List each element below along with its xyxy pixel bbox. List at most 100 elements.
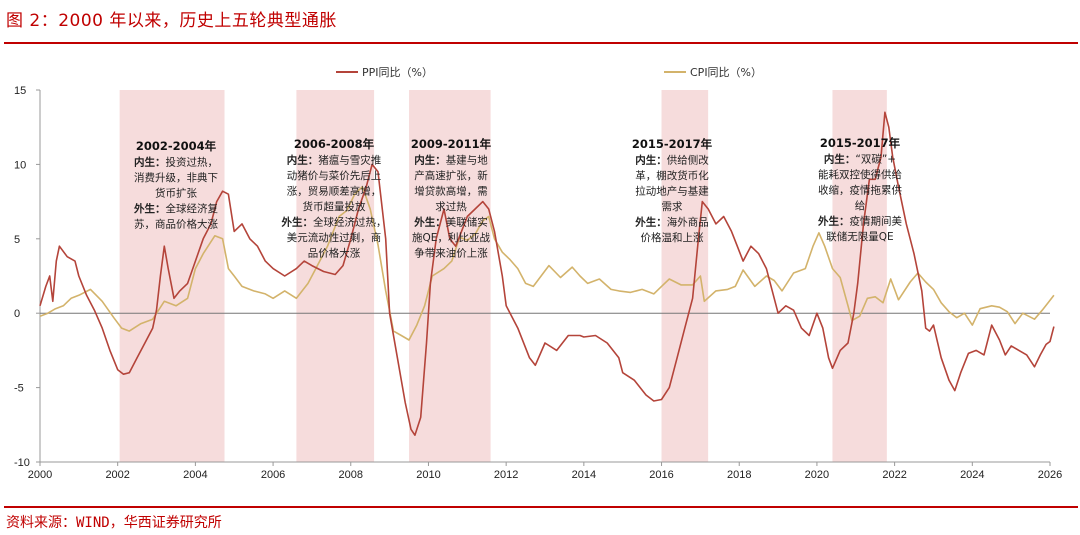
- legend-cpi-label: CPI同比（%）: [690, 66, 762, 79]
- annotation-5-line: 给: [855, 199, 866, 212]
- source-note: 资料来源：WIND，华西证券研究所: [6, 515, 222, 531]
- annotation-text: 革，棚改货币化: [635, 169, 709, 182]
- annotation-3-line: 产高速扩张，新: [414, 169, 488, 182]
- annotation-text: 品价格大涨: [308, 247, 361, 260]
- annotation-text: 猪瘟与雪灾推: [318, 154, 381, 167]
- annotation-label: 内生：: [287, 154, 319, 167]
- y-tick-label: 0: [14, 308, 20, 320]
- annotation-label: 外生：: [634, 216, 667, 229]
- annotation-text: 基建与地: [446, 154, 488, 167]
- annotations: 2002-2004年内生：投资过热，消费升级，非典下货币扩张外生：全球经济复苏，…: [133, 136, 902, 260]
- annotation-text: 给: [855, 199, 866, 212]
- annotation-3-line: 增贷款高增，需: [414, 185, 488, 198]
- annotation-label: 外生：: [413, 216, 446, 229]
- x-tick-label: 2014: [572, 469, 596, 481]
- annotation-text: 价格温和上涨: [641, 231, 704, 244]
- ppi-series-line: [39, 111, 1055, 436]
- annotation-text: 拉动地产与基建: [635, 185, 709, 198]
- annotation-text: 美元流动性过剩，商: [287, 231, 382, 244]
- y-tick-label: 15: [14, 85, 26, 97]
- source-divider: [4, 506, 1078, 508]
- annotation-5-line: 内生：“双碳”+: [824, 153, 896, 166]
- annotation-label: 内生：: [635, 154, 667, 167]
- annotation-text: 需求: [662, 201, 683, 213]
- figure-title: 图 2：2000 年以来，历史上五轮典型通胀: [6, 11, 337, 31]
- annotation-2-line: 品价格大涨: [308, 247, 361, 260]
- annotation-text: 能耗双控使得供给: [818, 168, 902, 181]
- annotation-2-line: 内生：猪瘟与雪灾推: [287, 154, 382, 167]
- annotation-text: “双碳”+: [855, 153, 896, 166]
- annotation-4-line: 需求: [662, 201, 683, 213]
- x-tick-label: 2016: [649, 469, 673, 481]
- annotation-text: 涨，贸易顺差高增，: [287, 185, 382, 198]
- annotation-1-line: 内生：投资过热，: [134, 156, 218, 169]
- annotation-title-2: 2006-2008年: [294, 137, 375, 151]
- cpi-series-line: [39, 185, 1055, 341]
- annotation-3-line: 争带来油价上涨: [414, 247, 488, 260]
- annotation-label: 外生：: [133, 202, 166, 215]
- y-tick-label: 10: [14, 159, 26, 171]
- x-tick-label: 2004: [183, 469, 207, 481]
- shaded-period-1: [119, 90, 225, 462]
- x-tick-label: 2018: [727, 469, 751, 481]
- annotation-2-line: 动猪价与菜价先后上: [287, 170, 382, 182]
- shaded-period-2: [296, 90, 375, 462]
- annotation-3-line: 施QE，利比亚战: [412, 231, 490, 244]
- x-tick-label: 2008: [339, 469, 363, 481]
- annotation-2-line: 外生：全球经济过热，: [281, 216, 387, 229]
- annotation-1-line: 货币扩张: [155, 187, 197, 200]
- legend-ppi-label: PPI同比（%）: [362, 66, 433, 79]
- annotation-text: 美联储实: [446, 216, 488, 229]
- annotation-label: 外生：: [817, 215, 850, 228]
- annotation-2-line: 美元流动性过剩，商: [287, 231, 382, 244]
- annotation-2-line: 涨，贸易顺差高增，: [287, 185, 382, 198]
- annotation-text: 收缩，疫情拖累供: [818, 184, 902, 197]
- annotation-1-line: 外生：全球经济复: [133, 202, 218, 215]
- y-tick-label: -5: [14, 383, 24, 395]
- annotation-text: 产高速扩张，新: [414, 169, 488, 182]
- annotation-4-line: 革，棚改货币化: [635, 169, 709, 182]
- annotation-text: 供给侧改: [667, 154, 709, 167]
- annotation-title-5: 2015-2017年: [820, 136, 901, 150]
- x-tick-label: 2002: [105, 469, 129, 481]
- annotation-2-line: 货币超量投放: [303, 200, 366, 213]
- annotation-title-4: 2015-2017年: [632, 137, 713, 151]
- series-lines: [39, 111, 1055, 436]
- x-tick-label: 2006: [261, 469, 285, 481]
- annotation-text: 全球经济复: [166, 202, 219, 215]
- annotation-text: 货币扩张: [155, 187, 197, 200]
- annotation-text: 海外商品: [667, 216, 709, 229]
- annotation-3-line: 求过热: [435, 200, 467, 213]
- annotation-4-line: 外生：海外商品: [634, 216, 709, 229]
- legend: PPI同比（%） CPI同比（%）: [336, 66, 762, 79]
- x-tick-label: 2010: [416, 469, 440, 481]
- annotation-5-line: 收缩，疫情拖累供: [818, 184, 902, 197]
- annotation-text: 疫情期间美: [850, 215, 903, 228]
- annotation-text: 争带来油价上涨: [414, 247, 488, 260]
- annotation-text: 消费升级，非典下: [134, 171, 218, 184]
- annotation-4-line: 价格温和上涨: [641, 231, 704, 244]
- annotation-5-line: 外生：疫情期间美: [817, 215, 902, 228]
- annotation-text: 货币超量投放: [303, 200, 366, 213]
- annotation-title-1: 2002-2004年: [136, 139, 217, 153]
- annotation-1-line: 苏，商品价格大涨: [134, 218, 218, 231]
- x-tick-label: 2024: [960, 469, 984, 481]
- annotation-label: 外生：: [281, 216, 314, 229]
- annotation-text: 苏，商品价格大涨: [134, 218, 218, 231]
- annotation-text: 动猪价与菜价先后上: [287, 170, 382, 182]
- y-tick-label: 5: [14, 234, 20, 246]
- annotation-text: 联储无限量QE: [826, 230, 893, 243]
- annotation-text: 增贷款高增，需: [414, 185, 488, 198]
- annotation-label: 内生：: [414, 154, 446, 167]
- annotation-4-line: 内生：供给侧改: [635, 154, 709, 167]
- x-tick-label: 2012: [494, 469, 518, 481]
- annotation-1-line: 消费升级，非典下: [134, 171, 218, 184]
- x-tick-label: 2020: [805, 469, 829, 481]
- annotation-text: 求过热: [435, 200, 467, 213]
- annotation-label: 内生：: [134, 156, 166, 169]
- annotation-3-line: 外生：美联储实: [413, 216, 488, 229]
- annotation-text: 全球经济过热，: [313, 216, 387, 229]
- title-divider: [4, 42, 1078, 44]
